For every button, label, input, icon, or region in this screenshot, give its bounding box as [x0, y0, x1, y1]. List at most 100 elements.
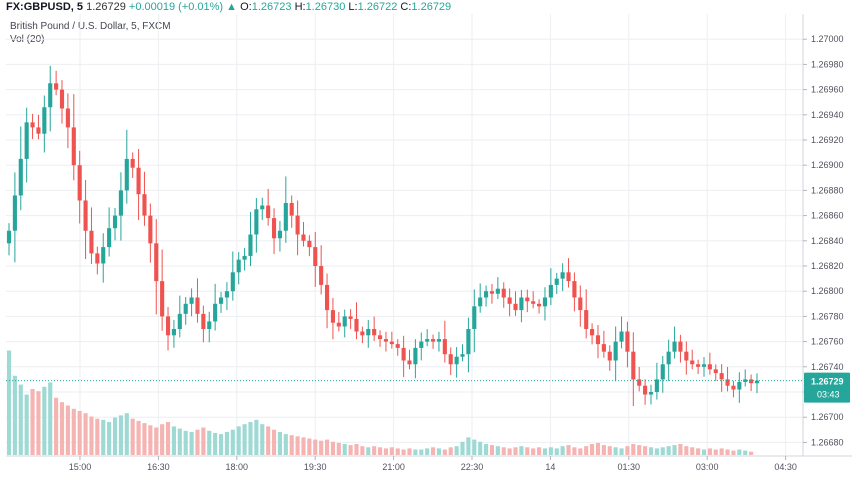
price-tick-label: 1.26840 — [811, 236, 844, 246]
volume-bar — [224, 431, 229, 455]
volume-bar — [30, 389, 35, 455]
volume-bars — [6, 350, 754, 455]
candle-body — [377, 335, 383, 340]
candle-body — [65, 108, 70, 128]
volume-bar — [42, 386, 47, 455]
volume-bar — [142, 423, 147, 455]
volume-bar — [484, 444, 489, 455]
price-axis[interactable]: 1.27000 1.26980 1.26960 1.26940 1.26920 1.269… — [802, 14, 850, 456]
candle-body — [189, 297, 194, 304]
candle-body — [713, 369, 718, 374]
candle-body — [425, 339, 430, 342]
candle-body — [177, 313, 182, 329]
close-value: 1.26729 — [411, 1, 452, 13]
candle-body — [737, 381, 742, 390]
volume-bar — [395, 448, 400, 455]
price-tick-label: 1.26800 — [811, 286, 844, 296]
candle-body — [324, 284, 330, 311]
volume-bar — [248, 422, 253, 455]
volume-bar — [207, 430, 212, 455]
bar-countdown-label: 03:43 — [817, 390, 840, 400]
candle-body — [743, 379, 748, 382]
candle-body — [101, 247, 106, 264]
candle-body — [171, 329, 176, 336]
volume-bar — [648, 447, 654, 455]
volume-bar — [59, 402, 65, 455]
candle-body — [619, 331, 624, 342]
candle-body — [295, 215, 300, 235]
price-tick-label: 1.26680 — [811, 437, 844, 447]
volume-bar — [701, 449, 707, 455]
volume-bar — [130, 418, 135, 455]
price-tick-label: 1.26880 — [811, 185, 844, 195]
candle-body — [77, 165, 82, 201]
candle-body — [731, 385, 736, 390]
candle-body — [360, 331, 365, 336]
volume-bar — [6, 350, 12, 455]
volume-bar — [501, 447, 506, 455]
candle-body — [207, 321, 212, 329]
volume-bar — [595, 442, 601, 455]
volume-bar — [431, 447, 436, 455]
symbol-label[interactable]: FX:GBPUSD, 5 — [6, 1, 84, 13]
volume-bar — [572, 447, 577, 455]
candle-body — [230, 272, 235, 292]
volume-bar — [566, 445, 571, 455]
volume-bar — [548, 447, 553, 455]
volume-bar — [342, 444, 347, 455]
volume-bar — [189, 431, 194, 455]
candle-body — [201, 313, 206, 329]
volume-bar — [666, 446, 671, 455]
time-tick-label: 04:30 — [774, 462, 797, 472]
volume-bar — [218, 434, 224, 455]
candle-body — [701, 364, 707, 367]
volume-bar — [266, 426, 271, 455]
candle-body — [489, 291, 495, 294]
time-tick-label: 03:00 — [696, 462, 719, 472]
volume-bar — [725, 449, 730, 455]
candle-body — [749, 379, 754, 384]
candle-body — [283, 203, 288, 231]
volume-bar — [460, 441, 465, 455]
volume-bar — [230, 429, 235, 455]
volume-bar — [537, 447, 542, 455]
candle-body — [389, 341, 394, 345]
chart-header: FX:GBPUSD, 5 1.26729 +0.00019 (+0.01%) ▲… — [6, 0, 451, 14]
volume-bar — [643, 446, 648, 455]
up-arrow-icon: ▲ — [226, 1, 238, 13]
candle-body — [531, 301, 536, 304]
volume-bar — [236, 426, 241, 455]
candle-body — [12, 195, 17, 231]
time-axis[interactable]: 15:00 16:30 18:00 19:30 21:00 22:30 14 01:30 03:… — [6, 455, 852, 472]
price-tick-label: 1.26780 — [811, 311, 844, 321]
volume-bar — [136, 420, 141, 455]
volume-bar — [707, 448, 712, 455]
candle-body — [566, 272, 571, 282]
volume-bar — [336, 442, 341, 455]
candlesticks — [6, 65, 760, 407]
price-tick-label: 1.26740 — [811, 362, 844, 372]
candle-body — [613, 341, 618, 361]
price-tick-label: 1.27000 — [811, 34, 844, 44]
volume-bar — [160, 424, 165, 455]
candle-body — [684, 351, 689, 361]
candle-body — [484, 291, 489, 298]
candle-body — [254, 209, 259, 235]
instrument-title: British Pound / U.S. Dollar, 5, FXCM — [10, 21, 171, 32]
candle-body — [48, 83, 53, 108]
volume-bar — [495, 446, 500, 455]
volume-bar — [330, 441, 335, 455]
volume-bar — [77, 411, 82, 455]
volume-bar — [18, 384, 23, 455]
low-value: 1.26722 — [357, 1, 398, 13]
candle-body — [271, 218, 277, 239]
candle-body — [59, 89, 65, 109]
volume-bar — [672, 445, 677, 455]
volume-bar — [112, 417, 118, 455]
candle-body — [136, 167, 141, 195]
candle-body — [336, 322, 341, 327]
candle-body — [660, 364, 665, 380]
candle-body — [542, 297, 548, 307]
volume-bar — [590, 444, 595, 455]
